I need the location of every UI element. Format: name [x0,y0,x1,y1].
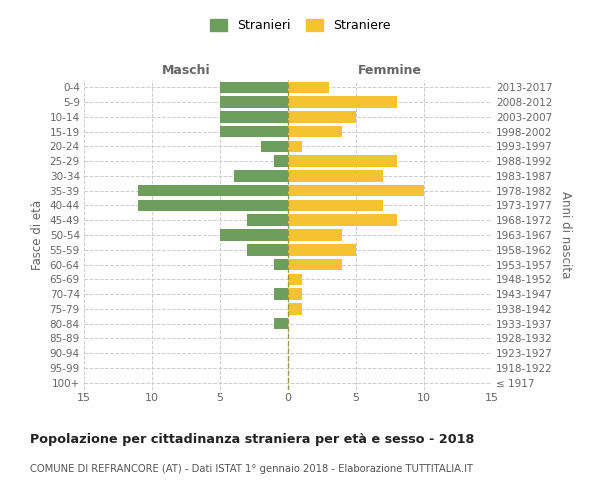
Bar [139,200,288,211]
Text: Maschi: Maschi [161,64,211,77]
Bar [220,126,288,138]
Bar [288,156,397,167]
Bar [288,96,397,108]
Bar [233,170,288,181]
Bar [139,185,288,196]
Bar [288,170,383,181]
Bar [288,259,343,270]
Bar [274,156,288,167]
Text: Popolazione per cittadinanza straniera per età e sesso - 2018: Popolazione per cittadinanza straniera p… [30,432,475,446]
Text: COMUNE DI REFRANCORE (AT) - Dati ISTAT 1° gennaio 2018 - Elaborazione TUTTITALIA: COMUNE DI REFRANCORE (AT) - Dati ISTAT 1… [30,464,473,474]
Y-axis label: Fasce di età: Fasce di età [31,200,44,270]
Bar [220,111,288,122]
Bar [288,200,383,211]
Bar [274,259,288,270]
Text: Femmine: Femmine [358,64,422,77]
Bar [288,288,302,300]
Bar [288,229,343,241]
Bar [274,288,288,300]
Bar [220,82,288,93]
Bar [288,303,302,314]
Y-axis label: Anni di nascita: Anni di nascita [559,192,572,278]
Bar [261,140,288,152]
Bar [288,82,329,93]
Bar [288,244,356,256]
Bar [288,111,356,122]
Bar [247,244,288,256]
Legend: Stranieri, Straniere: Stranieri, Straniere [205,14,395,37]
Bar [220,229,288,241]
Bar [288,214,397,226]
Bar [288,126,343,138]
Bar [288,140,302,152]
Bar [220,96,288,108]
Bar [274,318,288,330]
Bar [288,185,424,196]
Bar [288,274,302,285]
Bar [247,214,288,226]
